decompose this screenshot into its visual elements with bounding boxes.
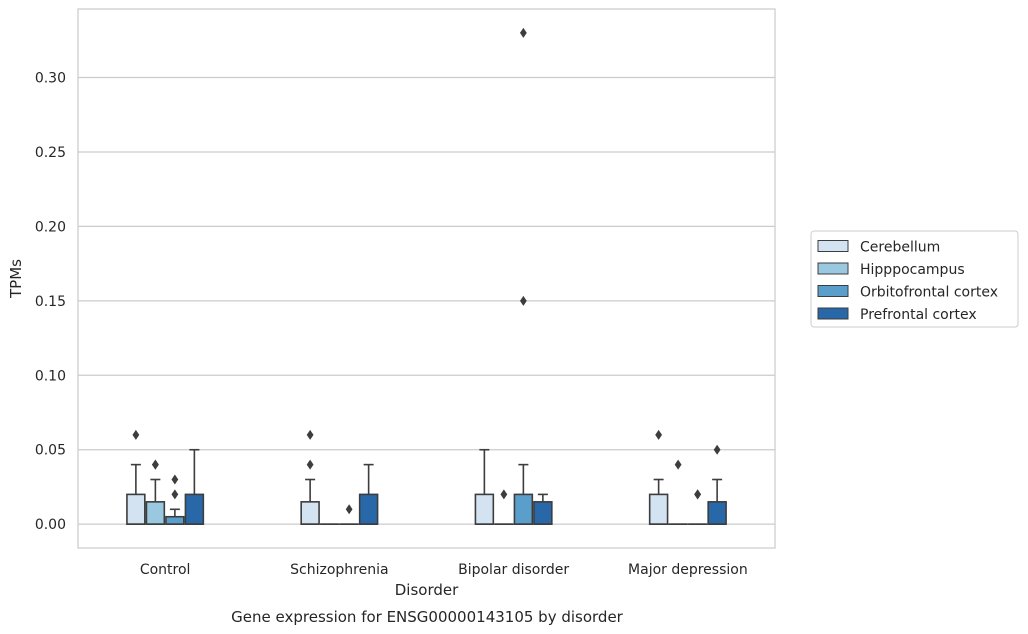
outlier-marker — [519, 295, 527, 306]
y-axis-ticks: 0.00 0.05 0.10 0.15 0.20 0.25 0.30 — [35, 70, 66, 533]
outlier-marker — [694, 489, 702, 500]
box — [533, 501, 553, 525]
outlier-marker — [151, 459, 159, 470]
box — [513, 493, 534, 525]
box — [648, 493, 669, 525]
y-tick-label: 0.10 — [35, 368, 66, 384]
legend-label: Prefrontal cortex — [860, 307, 977, 323]
legend-label: Cerebellum — [860, 240, 940, 256]
plot-area-frame — [77, 8, 776, 549]
box-series — [126, 27, 727, 525]
outlier-marker — [655, 429, 663, 440]
box-prefrontal-cortex — [707, 444, 727, 525]
gridlines — [78, 76, 775, 525]
outlier-marker — [713, 444, 721, 455]
x-tick-label: Major depression — [628, 562, 748, 578]
box — [474, 493, 495, 525]
box-cerebellum — [126, 429, 146, 525]
box — [145, 501, 166, 525]
box-prefrontal-cortex — [358, 463, 379, 525]
legend-swatch — [817, 262, 849, 275]
outlier-marker — [500, 489, 508, 500]
box — [126, 493, 146, 525]
box — [358, 493, 379, 525]
box-prefrontal-cortex — [533, 493, 553, 525]
chart-caption: Gene expression for ENSG00000143105 by d… — [231, 608, 624, 626]
outlier-marker — [306, 459, 314, 470]
outlier-marker — [345, 504, 353, 515]
box-hipppocampus — [145, 459, 166, 525]
legend: Cerebellum Hipppocampus Orbitofrontal cort… — [810, 230, 1019, 328]
box-hipppocampus — [668, 459, 688, 525]
box-cerebellum — [474, 448, 495, 525]
box-cerebellum — [300, 429, 320, 525]
legend-frame — [810, 230, 1019, 328]
y-axis-label: TPMs — [7, 259, 25, 299]
outlier-marker — [171, 474, 179, 485]
box-orbitofrontal-cortex — [165, 474, 185, 525]
legend-swatch — [817, 240, 849, 252]
box-cerebellum — [648, 429, 669, 525]
box-orbitofrontal-cortex — [687, 489, 708, 525]
x-tick-label: Bipolar disorder — [458, 562, 569, 578]
box-orbitofrontal-cortex — [339, 504, 359, 525]
x-tick-label: Schizophrenia — [290, 562, 388, 578]
legend-swatch — [817, 307, 849, 320]
outlier-marker — [132, 429, 140, 440]
y-tick-label: 0.05 — [35, 443, 66, 459]
box-prefrontal-cortex — [184, 448, 205, 525]
x-axis-label: Disorder — [395, 581, 459, 599]
box-orbitofrontal-cortex — [513, 27, 534, 525]
legend-label: Hipppocampus — [860, 262, 965, 278]
box — [300, 501, 320, 525]
y-tick-label: 0.25 — [35, 145, 66, 161]
y-tick-label: 0.00 — [35, 517, 66, 533]
y-tick-label: 0.15 — [35, 294, 66, 310]
y-tick-label: 0.30 — [35, 70, 66, 86]
x-axis-ticks: Control Schizophrenia Bipolar disorder Majo… — [140, 562, 748, 578]
box — [707, 501, 727, 525]
x-tick-label: Control — [140, 562, 191, 578]
legend-swatch — [817, 285, 849, 297]
box — [184, 493, 205, 525]
y-tick-label: 0.20 — [35, 219, 66, 235]
box — [165, 515, 185, 525]
outlier-marker — [519, 27, 527, 38]
outlier-marker — [171, 489, 179, 500]
box-hipppocampus — [494, 489, 514, 525]
outlier-marker — [306, 429, 314, 440]
legend-label: Orbitofrontal cortex — [860, 285, 998, 301]
outlier-marker — [674, 459, 682, 470]
